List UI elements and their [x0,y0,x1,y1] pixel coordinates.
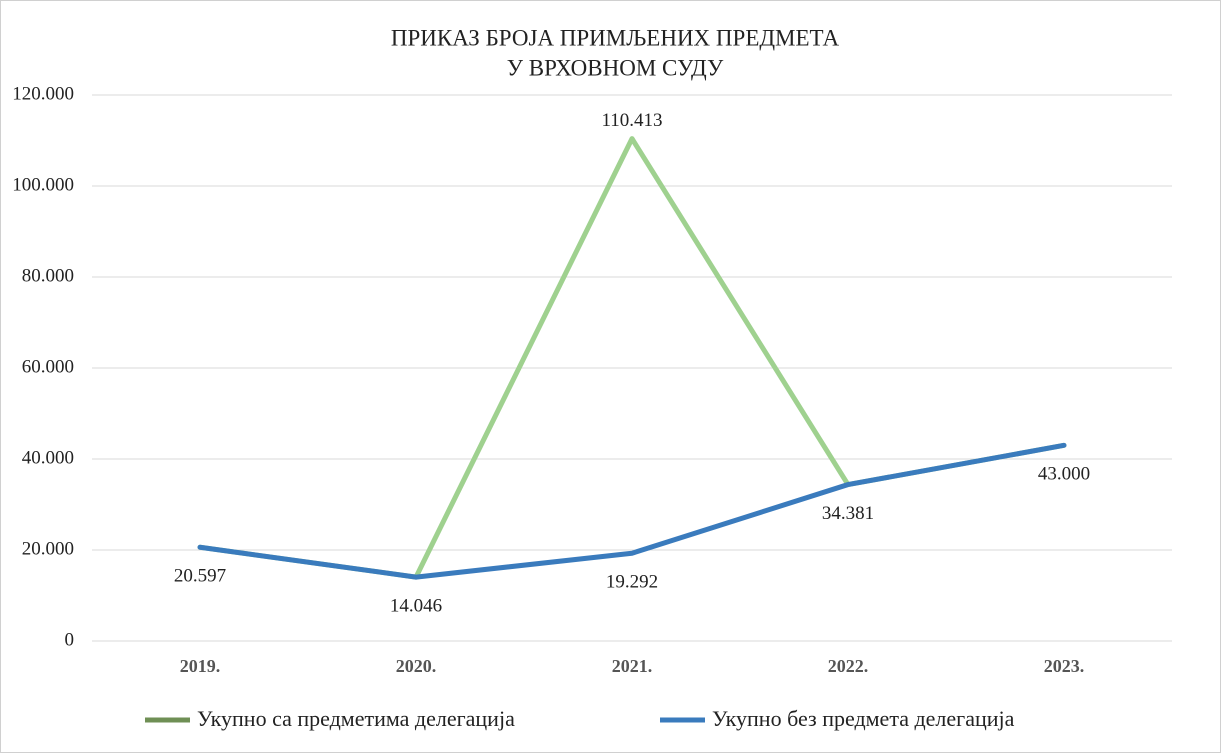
y-tick-label: 120.000 [12,83,74,104]
data-label: 110.413 [601,110,662,131]
data-label: 43.000 [1038,464,1090,485]
chart-title: ПРИКАЗ БРОЈА ПРИМЉЕНИХ ПРЕДМЕТА [391,25,840,50]
x-tick-label: 2022. [828,656,869,676]
data-label: 19.292 [606,572,658,593]
y-tick-label: 0 [65,629,75,650]
chart-title: У ВРХОВНОМ СУДУ [507,55,724,80]
series-line [197,442,1067,580]
y-tick-label: 60.000 [22,356,74,377]
x-tick-label: 2020. [396,656,437,676]
data-label: 14.046 [390,595,442,616]
y-tick-label: 40.000 [22,447,74,468]
y-tick-label: 80.000 [22,265,74,286]
y-tick-label: 100.000 [12,174,74,195]
x-tick-label: 2019. [180,656,221,676]
data-label: 20.597 [174,566,226,587]
data-label: 34.381 [822,503,874,524]
x-tick-label: 2023. [1044,656,1085,676]
y-tick-label: 20.000 [22,538,74,559]
legend-label: Укупно са предметима делегација [197,706,515,731]
legend-label: Укупно без предмета делегација [712,706,1015,731]
x-tick-label: 2021. [612,656,653,676]
